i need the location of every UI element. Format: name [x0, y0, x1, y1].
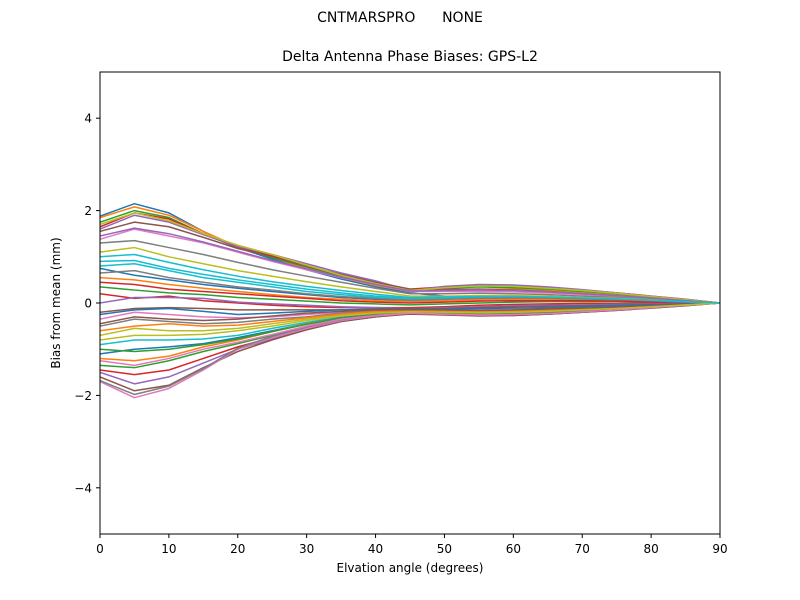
y-ticks: −4 −2 0 2 4 [74, 112, 100, 495]
series-line-38 [100, 269, 720, 304]
series-line-34 [100, 281, 720, 304]
x-tick-label: 10 [161, 542, 176, 556]
figure-suptitle: CNTMARSPRO NONE [317, 10, 483, 26]
x-tick-label: 90 [712, 542, 727, 556]
x-tick-label: 0 [96, 542, 104, 556]
series-line-1 [100, 202, 720, 304]
series-layer [100, 202, 720, 399]
y-tick-label: −2 [74, 389, 92, 403]
y-tick-label: −4 [74, 481, 92, 495]
series-line-39 [100, 302, 720, 341]
series-line-36 [100, 302, 720, 325]
y-tick-label: 2 [84, 204, 92, 218]
x-tick-label: 50 [437, 542, 452, 556]
y-tick-label: 0 [84, 297, 92, 311]
x-tick-label: 60 [506, 542, 521, 556]
x-tick-label: 40 [368, 542, 383, 556]
series-line-40 [100, 253, 720, 304]
series-line-37 [100, 302, 720, 367]
series-line-8 [100, 239, 720, 304]
x-tick-label: 20 [230, 542, 245, 556]
x-tick-label: 30 [299, 542, 314, 556]
x-tick-label: 70 [575, 542, 590, 556]
series-line-14 [100, 293, 720, 309]
y-tick-label: 4 [84, 112, 92, 126]
x-ticks: 0 10 20 30 40 50 60 70 80 90 [96, 534, 728, 556]
series-line-35 [100, 227, 720, 304]
x-axis-label: Elvation angle (degrees) [336, 561, 484, 575]
x-tick-label: 80 [643, 542, 658, 556]
series-line-25 [100, 302, 720, 385]
chart-title: Delta Antenna Phase Biases: GPS-L2 [282, 49, 538, 65]
